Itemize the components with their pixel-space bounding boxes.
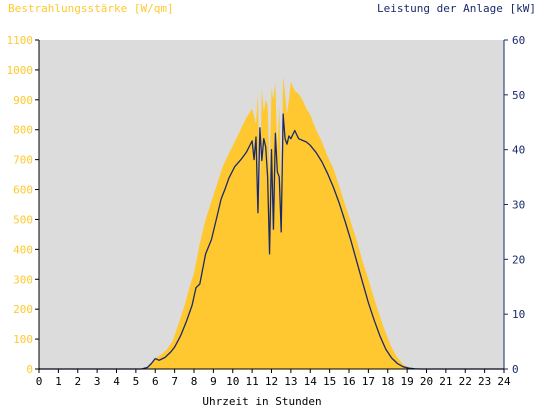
- power-line-layer: [39, 113, 504, 370]
- power-line: [39, 113, 504, 370]
- right-axis-title: Leistung der Anlage [kW]: [377, 2, 536, 15]
- x-tick-label: 10: [226, 375, 239, 388]
- left-tick-label: 600: [13, 184, 33, 197]
- x-axis-label: Uhrzeit in Stunden: [202, 395, 321, 408]
- right-tick-label: 50: [512, 89, 525, 102]
- x-tick-label: 21: [439, 375, 452, 388]
- irradiance-area: [39, 75, 504, 369]
- x-tick-label: 5: [133, 375, 140, 388]
- right-tick-label: 30: [512, 199, 525, 212]
- x-tick-label: 12: [265, 375, 278, 388]
- x-tick-label: 17: [362, 375, 375, 388]
- left-tick-label: 100: [13, 333, 33, 346]
- x-tick-label: 13: [284, 375, 297, 388]
- x-tick-label: 19: [401, 375, 414, 388]
- left-tick-label: 700: [13, 154, 33, 167]
- x-tick-label: 18: [381, 375, 394, 388]
- left-tick-label: 500: [13, 213, 33, 226]
- x-tick-label: 1: [55, 375, 62, 388]
- x-tick-label: 20: [420, 375, 433, 388]
- right-tick-label: 10: [512, 308, 525, 321]
- x-tick-label: 6: [152, 375, 159, 388]
- left-tick-label: 400: [13, 243, 33, 256]
- right-tick-label: 20: [512, 253, 525, 266]
- left-axis-title: Bestrahlungsstärke [W/qm]: [8, 2, 174, 15]
- left-tick-label: 800: [13, 124, 33, 137]
- left-tick-label: 200: [13, 303, 33, 316]
- irradiance-area-layer: [39, 75, 504, 369]
- x-tick-label: 16: [342, 375, 355, 388]
- x-tick-label: 15: [323, 375, 336, 388]
- axis-layer: [35, 39, 508, 373]
- x-tick-label: 3: [94, 375, 101, 388]
- left-tick-label: 0: [26, 363, 33, 376]
- right-tick-label: 60: [512, 34, 525, 47]
- x-tick-label: 11: [246, 375, 259, 388]
- x-tick-label: 24: [497, 375, 511, 388]
- x-tick-label: 8: [191, 375, 198, 388]
- x-tick-label: 0: [36, 375, 43, 388]
- x-tick-label: 14: [304, 375, 318, 388]
- left-tick-label: 1100: [7, 34, 34, 47]
- right-tick-label: 40: [512, 144, 525, 157]
- x-tick-label: 22: [459, 375, 472, 388]
- right-tick-label: 0: [512, 363, 519, 376]
- x-tick-label: 9: [210, 375, 217, 388]
- x-tick-label: 4: [113, 375, 120, 388]
- left-tick-label: 300: [13, 273, 33, 286]
- tick-label-layer: 0100200300400500600700800900100011000102…: [7, 34, 526, 388]
- x-tick-label: 2: [74, 375, 81, 388]
- x-tick-label: 23: [478, 375, 491, 388]
- x-tick-label: 7: [171, 375, 178, 388]
- left-tick-label: 1000: [7, 64, 34, 77]
- left-tick-label: 900: [13, 94, 33, 107]
